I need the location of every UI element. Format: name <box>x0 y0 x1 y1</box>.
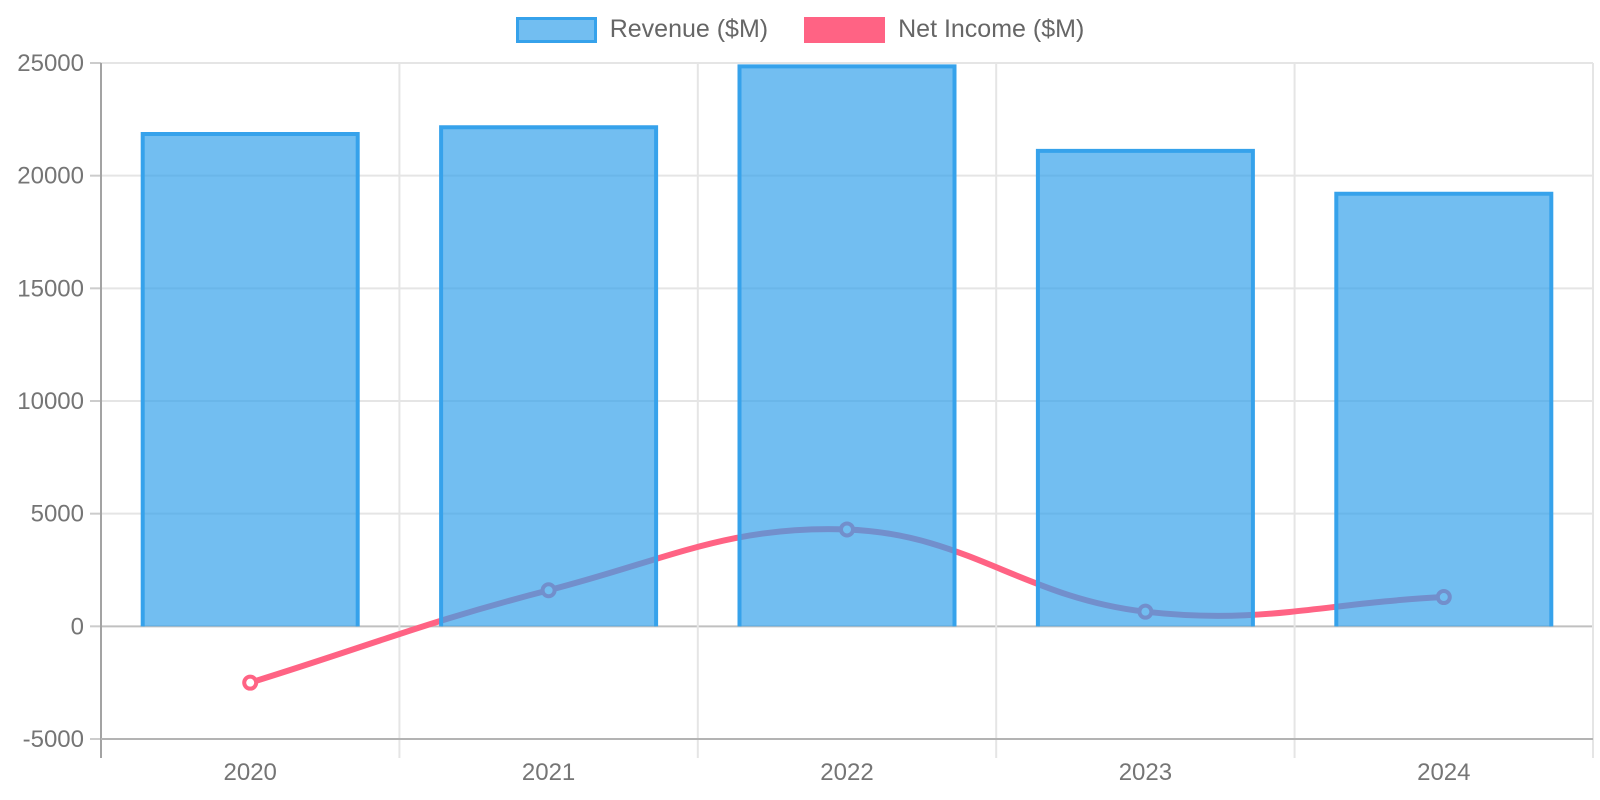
y-tick-label-15000: 15000 <box>17 275 84 302</box>
revenue-bar-series <box>140 64 1554 627</box>
x-tick-label-2022: 2022 <box>820 759 873 786</box>
revenue-bar-2023[interactable] <box>1037 150 1253 627</box>
y-tick-label-0: 0 <box>71 613 84 640</box>
revenue-bar-2020[interactable] <box>142 133 358 627</box>
revenue-bar-2021[interactable] <box>441 127 657 627</box>
revenue-legend-swatch <box>515 16 597 43</box>
x-tick-label-2023: 2023 <box>1119 759 1172 786</box>
x-tick-label-2024: 2024 <box>1417 759 1470 786</box>
revenue-bar-border-2024 <box>1334 191 1554 627</box>
net-income-legend-swatch <box>804 16 886 43</box>
revenue-bar-2022[interactable] <box>739 66 955 627</box>
x-tick-label-2021: 2021 <box>522 759 575 786</box>
legend-item-net-income[interactable]: Net Income ($M) <box>804 15 1084 44</box>
net-income-point-2020[interactable] <box>242 674 259 691</box>
revenue-legend-label: Revenue ($M) <box>609 15 769 43</box>
axes <box>90 62 1593 758</box>
chart-legend: Revenue ($M) Net Income ($M) <box>0 15 1600 44</box>
y-tick-label-25000: 25000 <box>17 50 84 77</box>
revenue-bar-border-2020 <box>140 131 360 627</box>
legend-item-revenue[interactable]: Revenue ($M) <box>515 15 769 44</box>
axis-labels: 25000 20000 15000 10000 5000 0 -5000 2020 2021 20… <box>17 50 1470 786</box>
y-tick-label--5000: -5000 <box>23 726 84 753</box>
revenue-bar-border-2021 <box>439 125 659 627</box>
y-tick-label-10000: 10000 <box>17 388 84 415</box>
y-tick-label-5000: 5000 <box>31 501 84 528</box>
net-income-legend-label: Net Income ($M) <box>898 15 1085 43</box>
revenue-bar-border-2022 <box>737 64 957 627</box>
x-tick-label-2020: 2020 <box>224 759 277 786</box>
revenue-bar-2024[interactable] <box>1336 193 1552 627</box>
revenue-bar-border-2023 <box>1035 148 1255 627</box>
y-tick-label-20000: 20000 <box>17 163 84 190</box>
